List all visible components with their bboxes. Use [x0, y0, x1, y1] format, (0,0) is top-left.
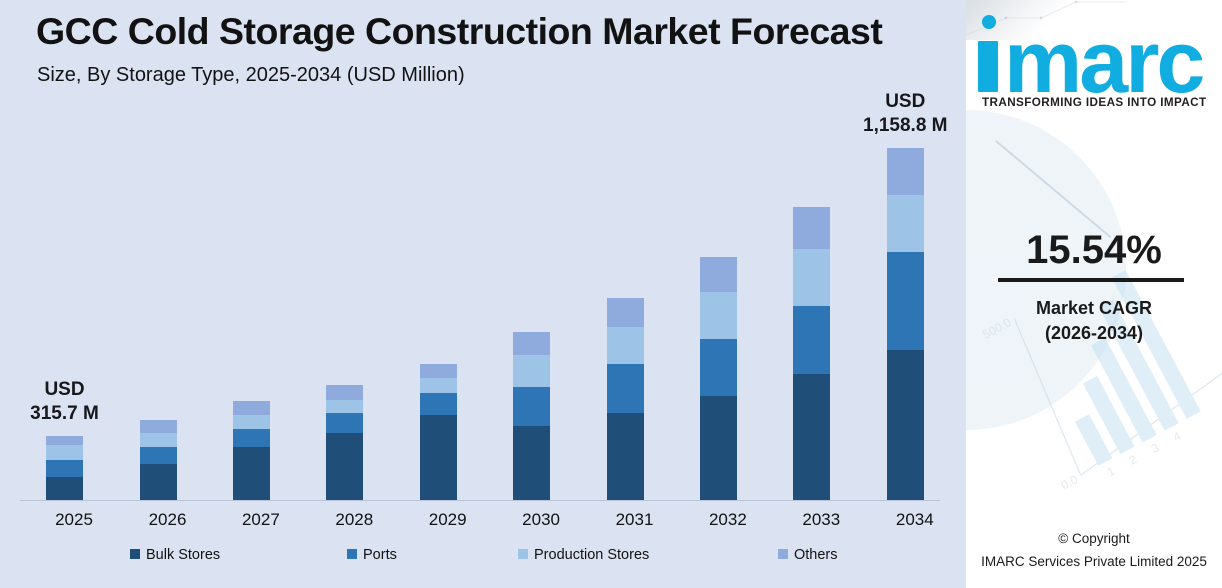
svg-text:2: 2 [1127, 452, 1140, 468]
svg-text:0.0: 0.0 [1059, 472, 1081, 492]
svg-text:1: 1 [1105, 464, 1118, 480]
svg-text:3: 3 [1149, 440, 1162, 456]
svg-text:4: 4 [1171, 429, 1184, 445]
